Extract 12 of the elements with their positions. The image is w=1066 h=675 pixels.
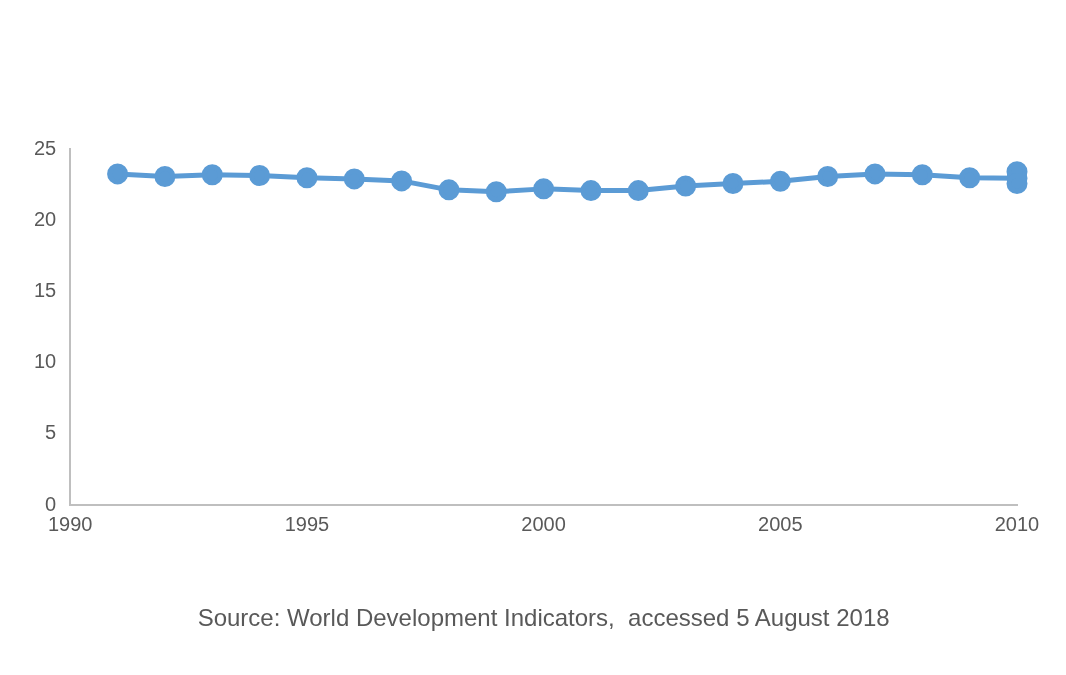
y-tick-label: 15 bbox=[34, 278, 57, 301]
x-tick-label: 1990 bbox=[48, 512, 93, 535]
x-tick-label: 1995 bbox=[284, 512, 330, 535]
y-tick-label: 10 bbox=[34, 350, 57, 373]
y-tick-label: 25 bbox=[34, 136, 57, 159]
x-tick-label: 2005 bbox=[758, 512, 803, 535]
source-note: Source: World Development Indicators, accessed 5 August 2018 bbox=[197, 603, 890, 631]
y-tick-label: 5 bbox=[45, 421, 57, 444]
x-tick-label: 2010 bbox=[994, 512, 1040, 535]
y-tick-label: 20 bbox=[34, 207, 57, 230]
x-tick-label: 2000 bbox=[521, 512, 566, 535]
y-tick-label: 0 bbox=[45, 492, 57, 515]
